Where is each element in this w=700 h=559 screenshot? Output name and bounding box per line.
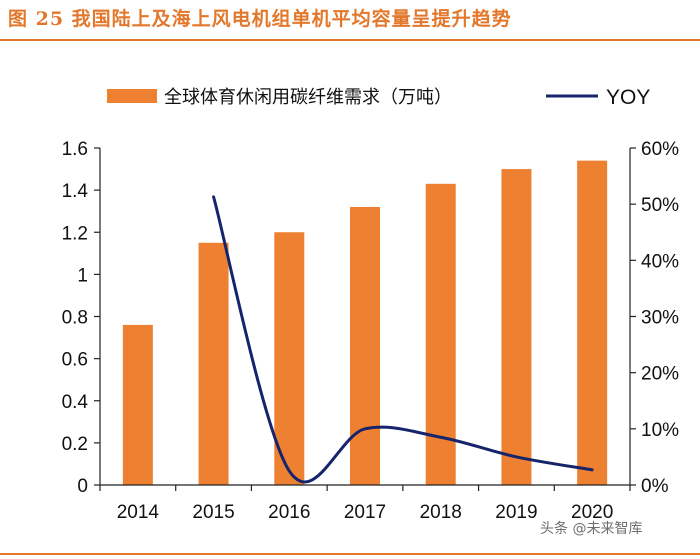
y-tick-label-left: 1.4 <box>62 181 89 202</box>
x-tick-label-2014: 2014 <box>117 502 160 523</box>
y-tick-label-left: 0.4 <box>62 392 89 413</box>
y-tick-label-right: 20% <box>641 364 679 385</box>
y-tick-label-right: 40% <box>641 251 679 272</box>
watermark: 头条 @未来智库 <box>540 521 643 537</box>
y-tick-label-right: 30% <box>641 308 679 329</box>
bar-2017 <box>350 206 380 485</box>
title-rule <box>0 39 700 41</box>
y-tick-label-right: 0% <box>641 476 669 497</box>
bar-2014 <box>122 324 153 485</box>
y-tick-label-left: 0 <box>77 476 88 497</box>
y-tick-label-left: 1.6 <box>62 139 88 160</box>
x-tick-label-2016: 2016 <box>268 502 310 523</box>
bottom-rule <box>0 553 700 555</box>
bar-2019 <box>501 169 532 485</box>
y-tick-label-right: 60% <box>641 139 679 160</box>
yoy-line <box>212 195 594 484</box>
y-tick-label-right: 50% <box>641 195 679 216</box>
x-tick-label-2015: 2015 <box>192 502 234 523</box>
x-tick-label-2020: 2020 <box>571 502 613 523</box>
bar-2016 <box>274 232 305 485</box>
legend-label-bar: 全球体育休闲用碳纤维需求（万吨） <box>164 87 452 108</box>
y-tick-label-right: 10% <box>641 420 679 441</box>
y-tick-label-left: 0.6 <box>62 350 88 371</box>
legend-label-line: YOY <box>606 86 650 109</box>
y-tick-label-left: 1.2 <box>62 223 88 244</box>
x-tick-label-2019: 2019 <box>495 502 537 523</box>
bar-2020 <box>577 160 608 485</box>
legend-swatch-bar <box>107 89 157 103</box>
figure-title: 图 25 我国陆上及海上风电机组单机平均容量呈提升趋势 <box>8 8 512 30</box>
x-tick-label-2018: 2018 <box>420 502 462 523</box>
y-tick-label-left: 0.8 <box>62 308 88 329</box>
x-tick-label-2017: 2017 <box>344 502 386 523</box>
y-tick-label-left: 0.2 <box>62 434 88 455</box>
y-tick-label-left: 1 <box>77 265 88 286</box>
bar-2015 <box>198 242 229 485</box>
